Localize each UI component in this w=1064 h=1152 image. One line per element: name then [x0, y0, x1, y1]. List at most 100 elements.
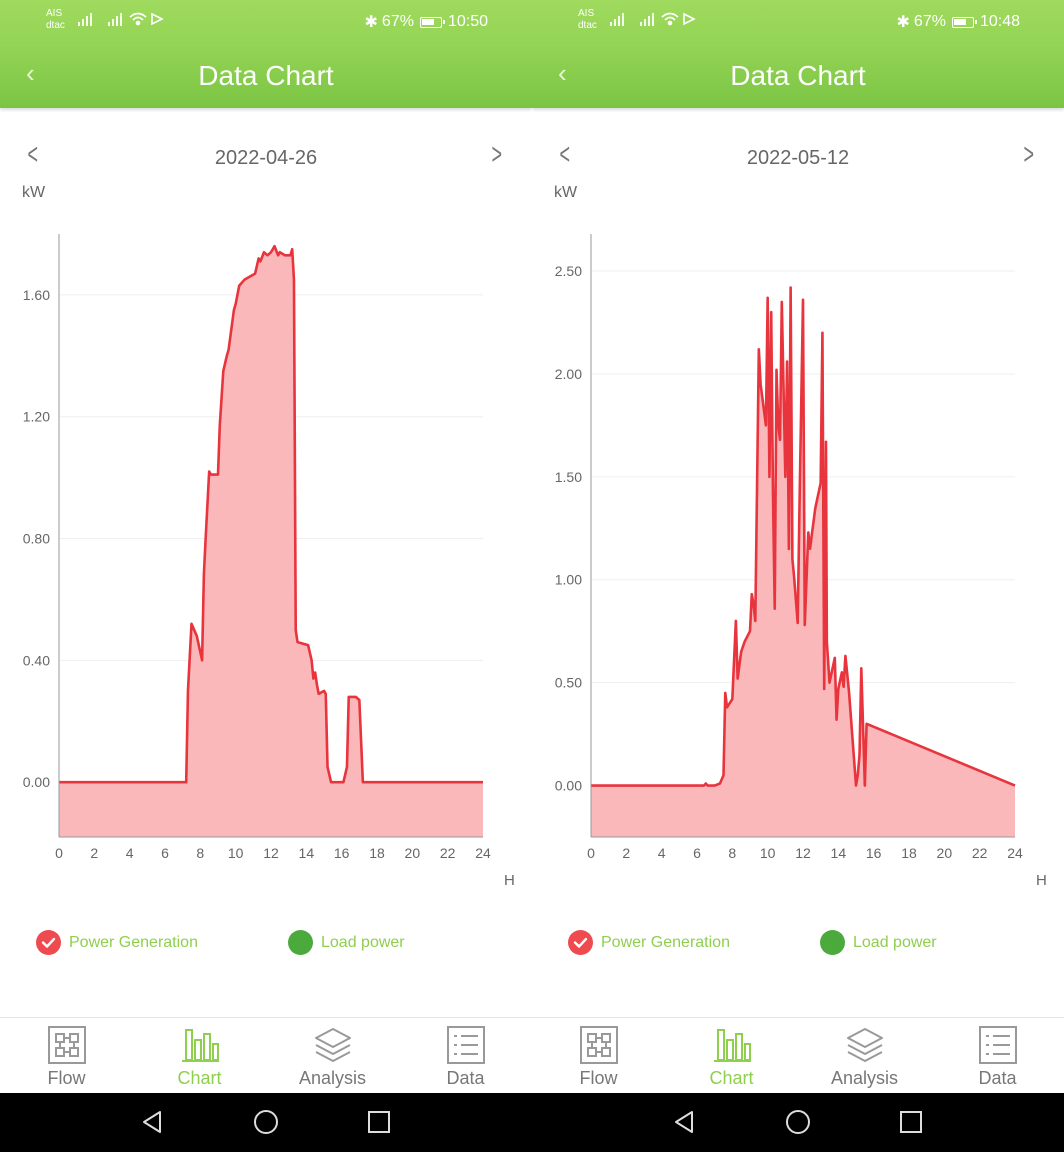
recents-square-icon[interactable]	[366, 1109, 392, 1135]
legend-power-generation[interactable]: Power Generation	[568, 930, 730, 955]
date-selector: < 2022-05-12 >	[532, 138, 1064, 178]
x-axis-unit: H	[504, 872, 515, 889]
carrier-label: AIS dtac	[578, 8, 597, 32]
x-tick-label: 12	[795, 845, 811, 861]
app-bar: ‹ Data Chart	[0, 44, 532, 108]
home-circle-icon[interactable]	[253, 1109, 279, 1135]
x-tick-label: 2	[622, 845, 630, 861]
x-tick-label: 4	[658, 845, 666, 861]
battery-percent: 67%	[381, 13, 414, 30]
wifi-icon	[129, 12, 147, 26]
nav-label: Analysis	[830, 1068, 899, 1088]
date-label: 2022-04-26	[214, 147, 318, 169]
nav-label: Flow	[47, 1068, 86, 1088]
back-icon[interactable]: ‹	[26, 58, 35, 88]
nav-label: Chart	[177, 1068, 222, 1088]
legend-swatch-generation	[568, 930, 593, 955]
status-right: ✱ 67% 10:48	[897, 12, 1020, 32]
y-tick-label: 1.60	[23, 287, 50, 303]
legend-label: Power Generation	[69, 933, 198, 951]
layers-icon	[315, 1028, 351, 1062]
y-tick-label: 0.40	[23, 652, 50, 668]
x-tick-label: 8	[196, 845, 204, 861]
nav-chart[interactable]: Chart	[665, 1018, 798, 1093]
back-triangle-icon[interactable]	[672, 1109, 698, 1135]
check-icon	[573, 937, 588, 948]
phone-screen-right: AIS dtac ✱ 67% 10:48 ‹ Data Chart	[532, 0, 1064, 1093]
nav-label: Data	[446, 1068, 485, 1088]
nav-label: Chart	[709, 1068, 754, 1088]
y-tick-label: 1.00	[555, 572, 582, 588]
status-bar: AIS dtac ✱ 67% 10:48	[532, 0, 1064, 44]
battery-icon	[419, 16, 445, 28]
check-icon	[41, 937, 56, 948]
signal-wifi-icons	[610, 11, 706, 30]
legend-label: Load power	[321, 933, 405, 951]
next-day-icon[interactable]: >	[491, 138, 503, 171]
previous-day-icon[interactable]: <	[27, 138, 39, 171]
battery-icon	[951, 16, 977, 28]
cast-icon	[151, 12, 164, 26]
y-tick-label: 0.00	[23, 774, 50, 790]
nav-flow[interactable]: Flow	[532, 1018, 665, 1093]
battery-percent: 67%	[913, 13, 946, 30]
page-title: Data Chart	[730, 60, 866, 91]
nav-data[interactable]: Data	[931, 1018, 1064, 1093]
legend-load-power[interactable]: Load power	[820, 930, 937, 955]
legend-load-power[interactable]: Load power	[288, 930, 405, 955]
power-chart: 0.000.501.001.502.002.500 2 4 6 8 10 12 14 16 18 2…	[555, 234, 1023, 861]
series-area-power-generation	[59, 246, 483, 837]
x-tick-label: 0	[55, 845, 63, 861]
previous-day-icon[interactable]: <	[559, 138, 571, 171]
x-tick-label: 14	[831, 845, 847, 861]
x-tick-label: 0	[587, 845, 595, 861]
system-navigation-bar	[0, 1093, 1064, 1152]
x-tick-label: 24	[475, 845, 491, 861]
x-tick-label: 20	[405, 845, 421, 861]
nav-label: Flow	[579, 1068, 618, 1088]
x-tick-label: 16	[866, 845, 882, 861]
back-icon[interactable]: ‹	[558, 58, 567, 88]
bar-chart-icon	[714, 1029, 751, 1062]
legend-label: Load power	[853, 933, 937, 951]
list-icon	[447, 1026, 485, 1064]
nav-data[interactable]: Data	[399, 1018, 532, 1093]
chart-legend: Power Generation Load power	[0, 930, 532, 962]
cast-icon	[683, 12, 696, 26]
power-chart: 0.000.400.801.201.600 2 4 6 8 10 12 14 16 18 20 22 2…	[23, 234, 491, 861]
x-axis-unit: H	[1036, 872, 1047, 889]
back-triangle-icon[interactable]	[140, 1109, 166, 1135]
chart-legend: Power Generation Load power	[532, 930, 1064, 962]
legend-swatch-load	[288, 930, 313, 955]
x-tick-label: 12	[263, 845, 279, 861]
carrier-top: AIS	[46, 8, 63, 19]
bottom-nav: Flow Chart Analysis Data	[0, 1017, 532, 1093]
bar-chart-icon	[182, 1029, 219, 1062]
layers-icon	[847, 1028, 883, 1062]
y-tick-label: 2.50	[555, 263, 582, 279]
x-tick-label: 20	[937, 845, 953, 861]
y-axis-unit: kW	[22, 184, 46, 201]
nav-flow[interactable]: Flow	[0, 1018, 133, 1093]
home-circle-icon[interactable]	[785, 1109, 811, 1135]
nav-analysis[interactable]: Analysis	[266, 1018, 399, 1093]
bluetooth-icon: ✱	[896, 14, 910, 31]
nav-analysis[interactable]: Analysis	[798, 1018, 931, 1093]
nav-chart[interactable]: Chart	[133, 1018, 266, 1093]
recents-square-icon[interactable]	[898, 1109, 924, 1135]
x-tick-label: 22	[972, 845, 988, 861]
wifi-icon	[661, 12, 679, 26]
legend-swatch-generation	[36, 930, 61, 955]
date-selector: < 2022-04-26 >	[0, 138, 532, 178]
signal-wifi-icons	[78, 11, 174, 30]
legend-label: Power Generation	[601, 933, 730, 951]
carrier-label: AIS dtac	[46, 8, 65, 32]
x-tick-label: 22	[440, 845, 456, 861]
status-right: ✱ 67% 10:50	[365, 12, 488, 32]
y-tick-label: 0.50	[555, 675, 582, 691]
bluetooth-icon: ✱	[364, 14, 378, 31]
nav-label: Data	[978, 1068, 1017, 1088]
next-day-icon[interactable]: >	[1023, 138, 1035, 171]
legend-power-generation[interactable]: Power Generation	[36, 930, 198, 955]
y-tick-label: 1.50	[555, 469, 582, 485]
